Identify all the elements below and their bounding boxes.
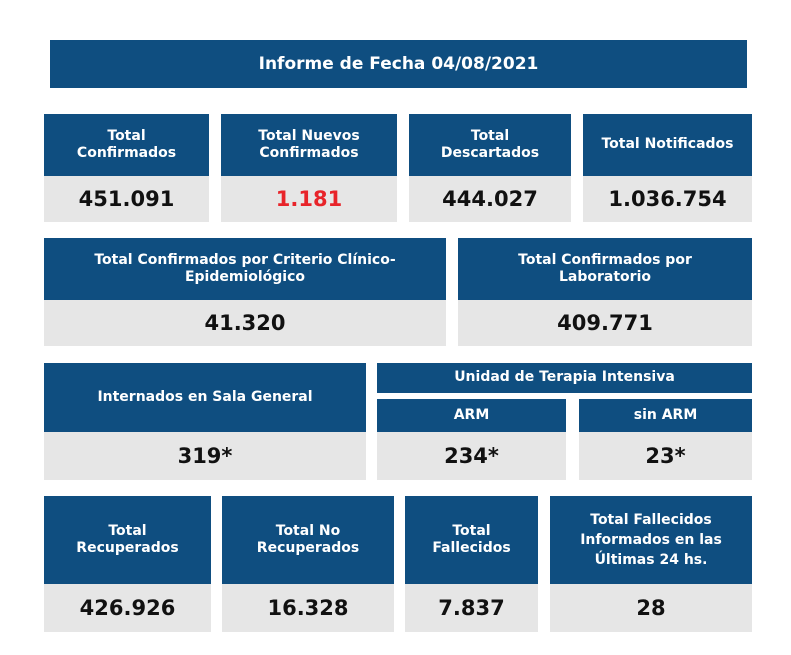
- card-header: Total Nuevos Confirmados: [221, 114, 397, 176]
- card-label-line1: Total Fallecidos: [590, 511, 712, 528]
- card-internados-sala-general: Internados en Sala General 319*: [44, 363, 366, 480]
- card-label-line2: Informados en las: [580, 531, 722, 548]
- card-header: Total No Recuperados: [222, 496, 394, 584]
- card-label-line1: Total Nuevos: [258, 127, 360, 144]
- card-header: Total Confirmados: [44, 114, 209, 176]
- card-header: Internados en Sala General: [44, 363, 366, 432]
- card-value: 23*: [579, 432, 752, 480]
- card-label-line2: Laboratorio: [559, 269, 651, 285]
- card-value: 426.926: [44, 584, 211, 632]
- card-label-line1: Total: [108, 522, 147, 539]
- uti-header: Unidad de Terapia Intensiva: [377, 363, 752, 393]
- card-label-line3: Últimas 24 hs.: [594, 552, 708, 569]
- card-label-line1: Total Confirmados por: [518, 251, 692, 268]
- card-label-line1: Total: [107, 127, 146, 144]
- card-label-line1: Total Confirmados por Criterio Clínico-: [94, 251, 396, 268]
- card-total-notificados: Total Notificados 1.036.754: [583, 114, 752, 222]
- card-value: 16.328: [222, 584, 394, 632]
- card-label-line2: Fallecidos: [432, 540, 511, 556]
- card-header: sin ARM: [579, 399, 752, 432]
- card-value: 1.036.754: [583, 176, 752, 222]
- card-label-line1: Total: [452, 522, 491, 539]
- card-sin-arm: sin ARM 23*: [579, 399, 752, 480]
- card-header: Total Recuperados: [44, 496, 211, 584]
- card-label-line2: Confirmados: [76, 145, 177, 161]
- card-header: Total Fallecidos Informados en las Últimas…: [550, 496, 752, 584]
- card-header: Total Confirmados por Criterio Clínico- E…: [44, 238, 446, 300]
- card-total-nuevos-confirmados: Total Nuevos Confirmados 1.181: [221, 114, 397, 222]
- card-label-line1: Total No: [275, 522, 341, 539]
- card-value: 28: [550, 584, 752, 632]
- card-header: ARM: [377, 399, 566, 432]
- report-title: Informe de Fecha 04/08/2021: [50, 40, 747, 88]
- card-total-confirmados: Total Confirmados 451.091: [44, 114, 209, 222]
- card-label-line2: Epidemiológico: [184, 269, 306, 285]
- card-total-no-recuperados: Total No Recuperados 16.328: [222, 496, 394, 632]
- card-total-fallecidos: Total Fallecidos 7.837: [405, 496, 538, 632]
- card-fallecidos-ultimas-24hs: Total Fallecidos Informados en las Últimas…: [550, 496, 752, 632]
- card-value: 451.091: [44, 176, 209, 222]
- card-header: Total Descartados: [409, 114, 571, 176]
- card-label-line2: Recuperados: [256, 540, 360, 556]
- card-header: Total Notificados: [583, 114, 752, 176]
- card-confirmados-laboratorio: Total Confirmados por Laboratorio 409.771: [458, 238, 752, 346]
- uti-title: Unidad de Terapia Intensiva: [377, 363, 752, 393]
- card-value: 444.027: [409, 176, 571, 222]
- card-total-recuperados: Total Recuperados 426.926: [44, 496, 211, 632]
- card-label-line2: Confirmados: [259, 145, 359, 161]
- card-label-line1: Total: [470, 127, 510, 144]
- card-value: 1.181: [221, 176, 397, 222]
- card-arm: ARM 234*: [377, 399, 566, 480]
- card-label-line2: Recuperados: [76, 540, 179, 556]
- card-value: 41.320: [44, 300, 446, 346]
- card-confirmados-clinico-epidemiologico: Total Confirmados por Criterio Clínico- E…: [44, 238, 446, 346]
- card-value: 234*: [377, 432, 566, 480]
- card-value: 319*: [44, 432, 366, 480]
- card-header: Total Fallecidos: [405, 496, 538, 584]
- card-value: 409.771: [458, 300, 752, 346]
- card-total-descartados: Total Descartados 444.027: [409, 114, 571, 222]
- card-label-line1: Total Notificados: [601, 136, 734, 153]
- card-value: 7.837: [405, 584, 538, 632]
- card-header: Total Confirmados por Laboratorio: [458, 238, 752, 300]
- card-label-line2: Descartados: [440, 145, 540, 161]
